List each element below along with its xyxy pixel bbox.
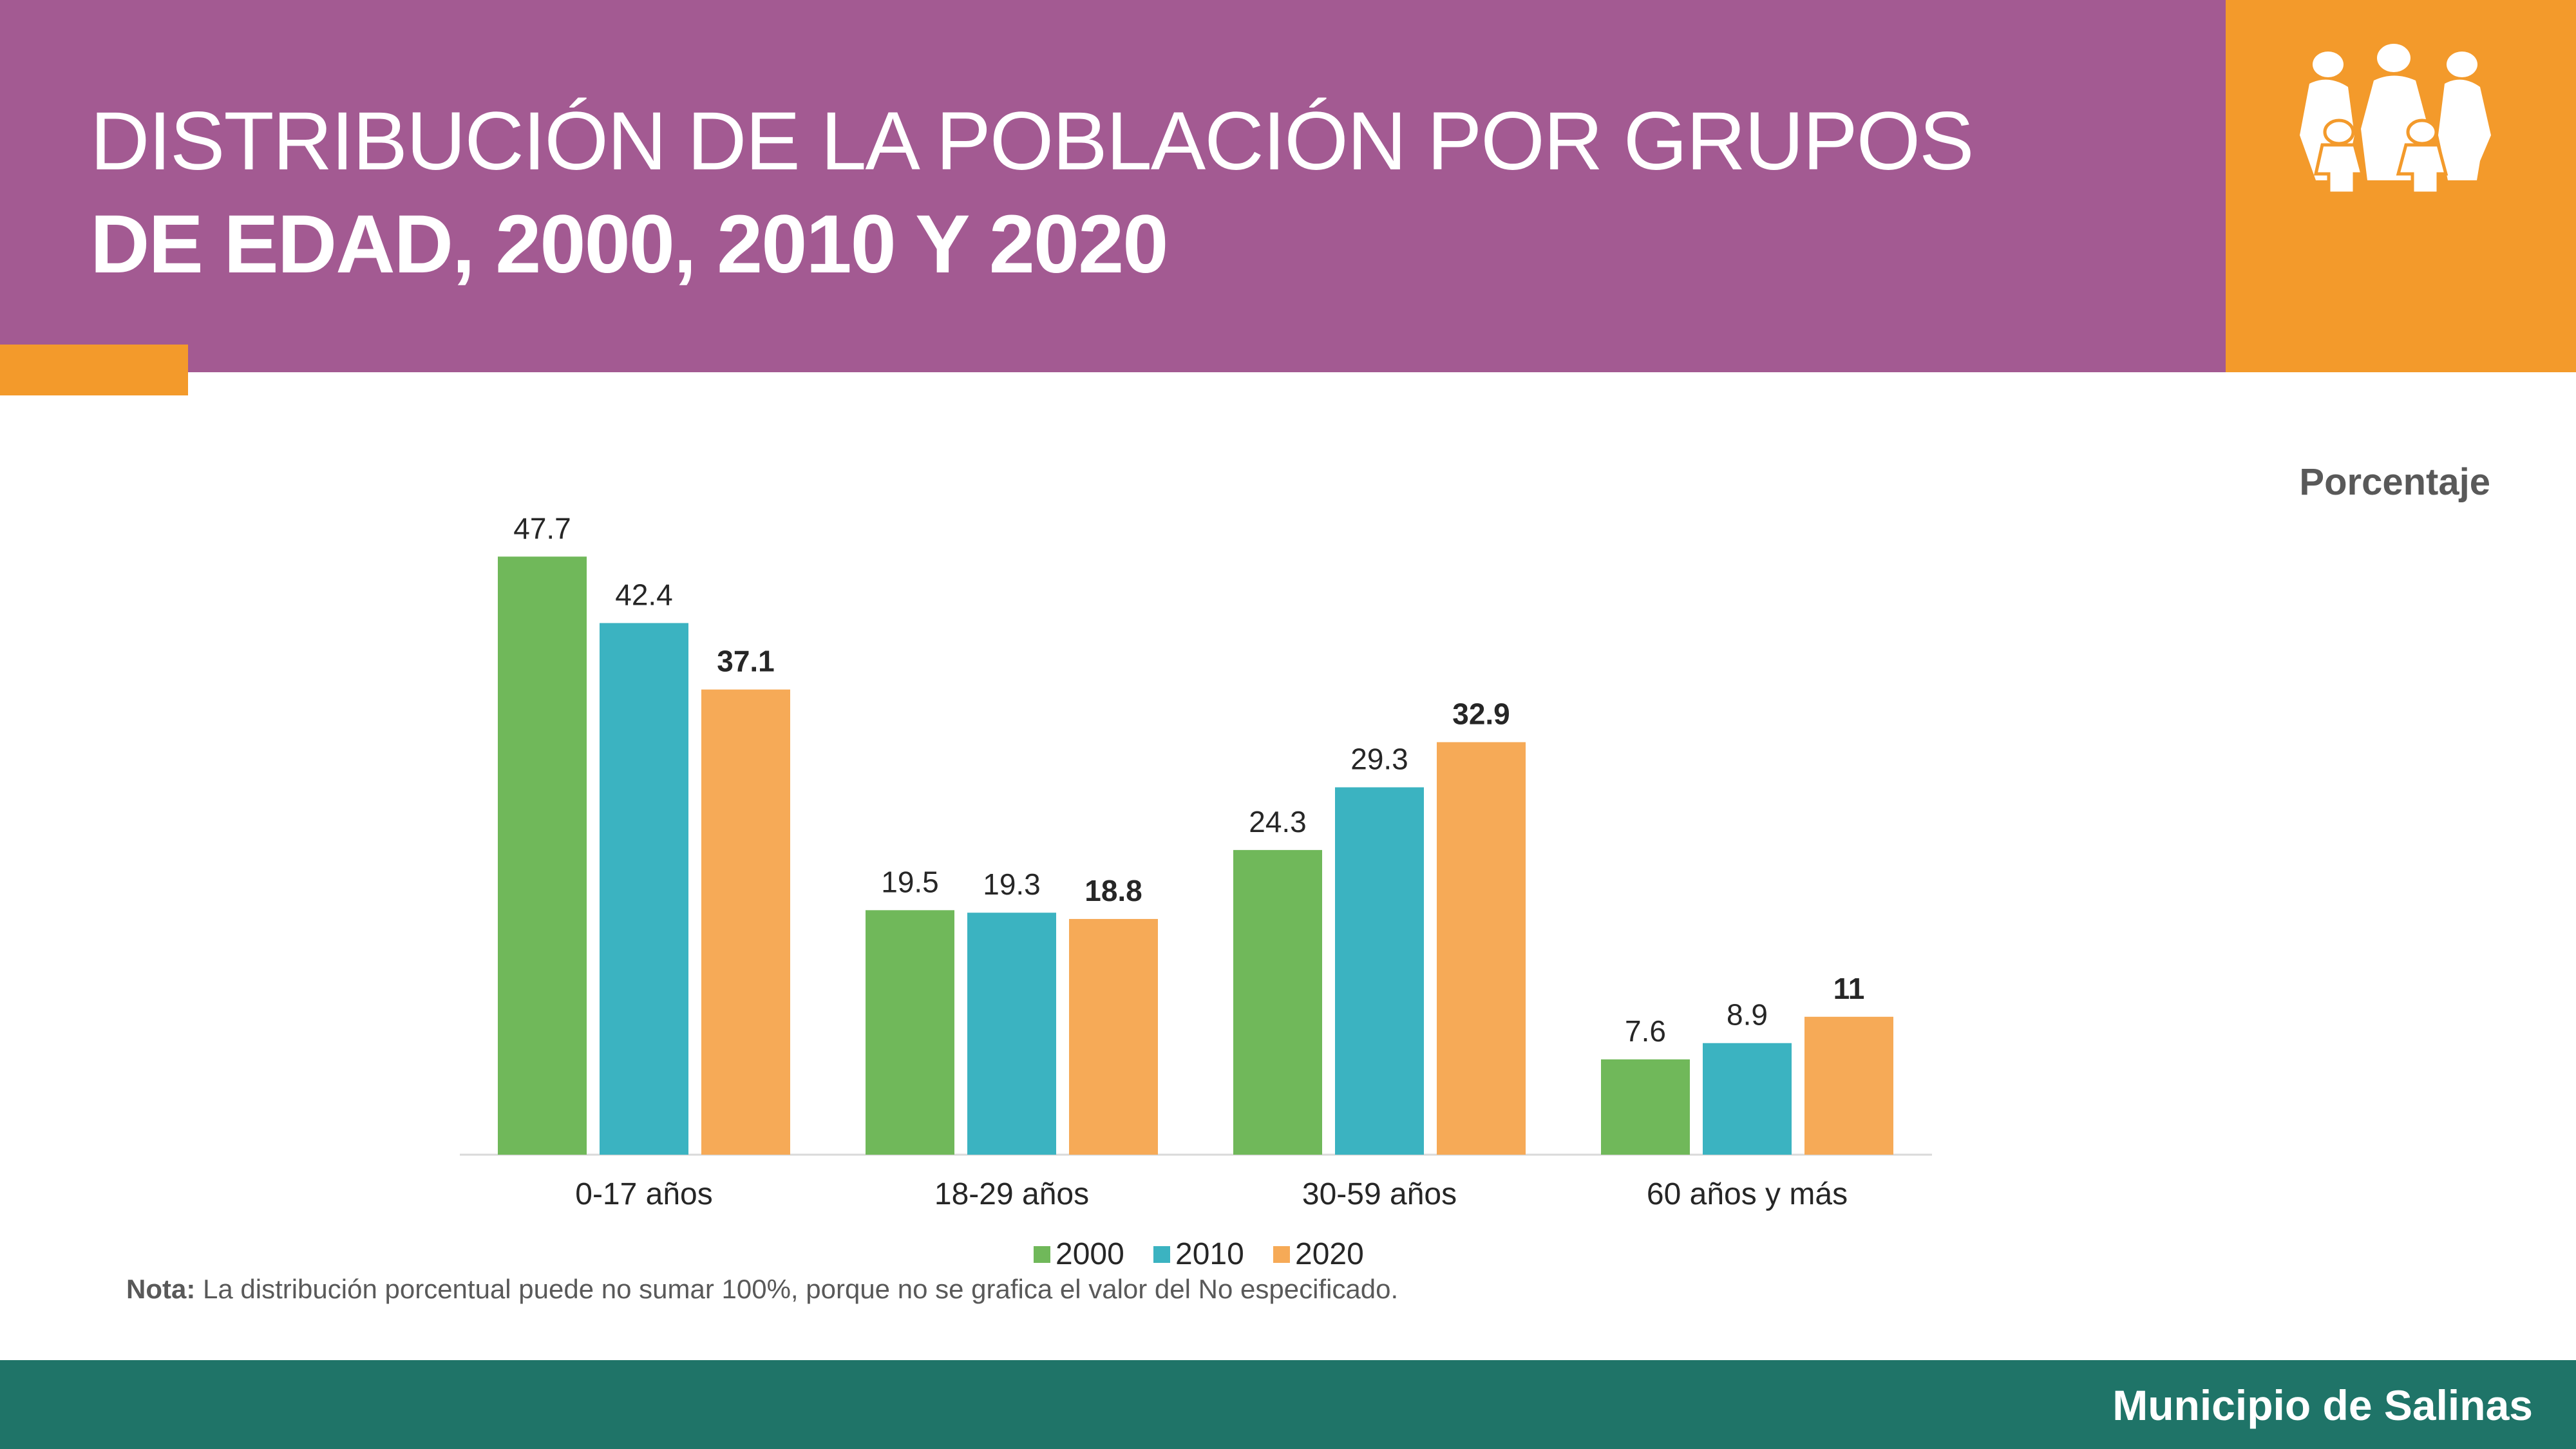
bar-2020-0: [701, 689, 790, 1155]
data-label: 47.7: [513, 511, 571, 545]
note-label: Nota:: [126, 1274, 196, 1304]
bar-2010-2: [1335, 787, 1424, 1155]
legend-label-2010: 2010: [1175, 1237, 1244, 1271]
legend-label-2000: 2000: [1056, 1237, 1124, 1271]
title-line-2: DE EDAD, 2000, 2010 Y 2020: [90, 198, 1168, 290]
bar-2020-1: [1069, 918, 1158, 1155]
data-label: 7.6: [1625, 1014, 1666, 1048]
data-label: 32.9: [1452, 697, 1510, 730]
legend-swatch-2020: [1273, 1246, 1290, 1263]
icon-box: [2226, 0, 2576, 372]
data-label: 42.4: [615, 578, 673, 611]
bar-2020-2: [1437, 742, 1526, 1155]
header-banner: [0, 0, 2226, 372]
bar-2010-0: [600, 623, 688, 1155]
data-label: 8.9: [1727, 998, 1768, 1032]
bar-2010-1: [967, 913, 1056, 1155]
category-label: 30-59 años: [1302, 1177, 1457, 1211]
note-text: La distribución porcentual puede no suma…: [195, 1274, 1399, 1304]
legend-swatch-2010: [1153, 1246, 1170, 1263]
unit-label: Porcentaje: [2299, 461, 2490, 503]
bar-2000-3: [1601, 1059, 1690, 1155]
footer-text: Municipio de Salinas: [2112, 1381, 2533, 1429]
bar-2000-1: [866, 910, 954, 1155]
data-label: 11: [1833, 972, 1865, 1005]
data-label: 18.8: [1084, 874, 1142, 907]
data-label: 19.3: [983, 867, 1041, 901]
page-title: DISTRIBUCIÓN DE LA POBLACIÓN POR GRUPOS …: [90, 90, 1974, 296]
title-line-1: DISTRIBUCIÓN DE LA POBLACIÓN POR GRUPOS: [90, 95, 1974, 187]
data-label: 24.3: [1249, 805, 1307, 838]
legend-swatch-2000: [1034, 1246, 1050, 1263]
note: Nota: La distribución porcentual puede n…: [126, 1274, 1398, 1305]
category-label: 60 años y más: [1647, 1177, 1848, 1211]
bar-2020-3: [1804, 1016, 1893, 1155]
footer: Municipio de Salinas: [0, 1360, 2576, 1449]
bar-2000-0: [498, 556, 587, 1155]
bar-2010-3: [1703, 1043, 1792, 1155]
data-label: 29.3: [1350, 743, 1408, 776]
data-label: 19.5: [881, 865, 939, 898]
category-label: 0-17 años: [575, 1177, 713, 1211]
bar-2000-2: [1233, 849, 1322, 1155]
category-label: 18-29 años: [934, 1177, 1089, 1211]
data-label: 37.1: [717, 645, 775, 678]
accent-bar: [0, 345, 188, 395]
family-group-icon: [2300, 44, 2491, 195]
legend-label-2020: 2020: [1295, 1237, 1364, 1271]
